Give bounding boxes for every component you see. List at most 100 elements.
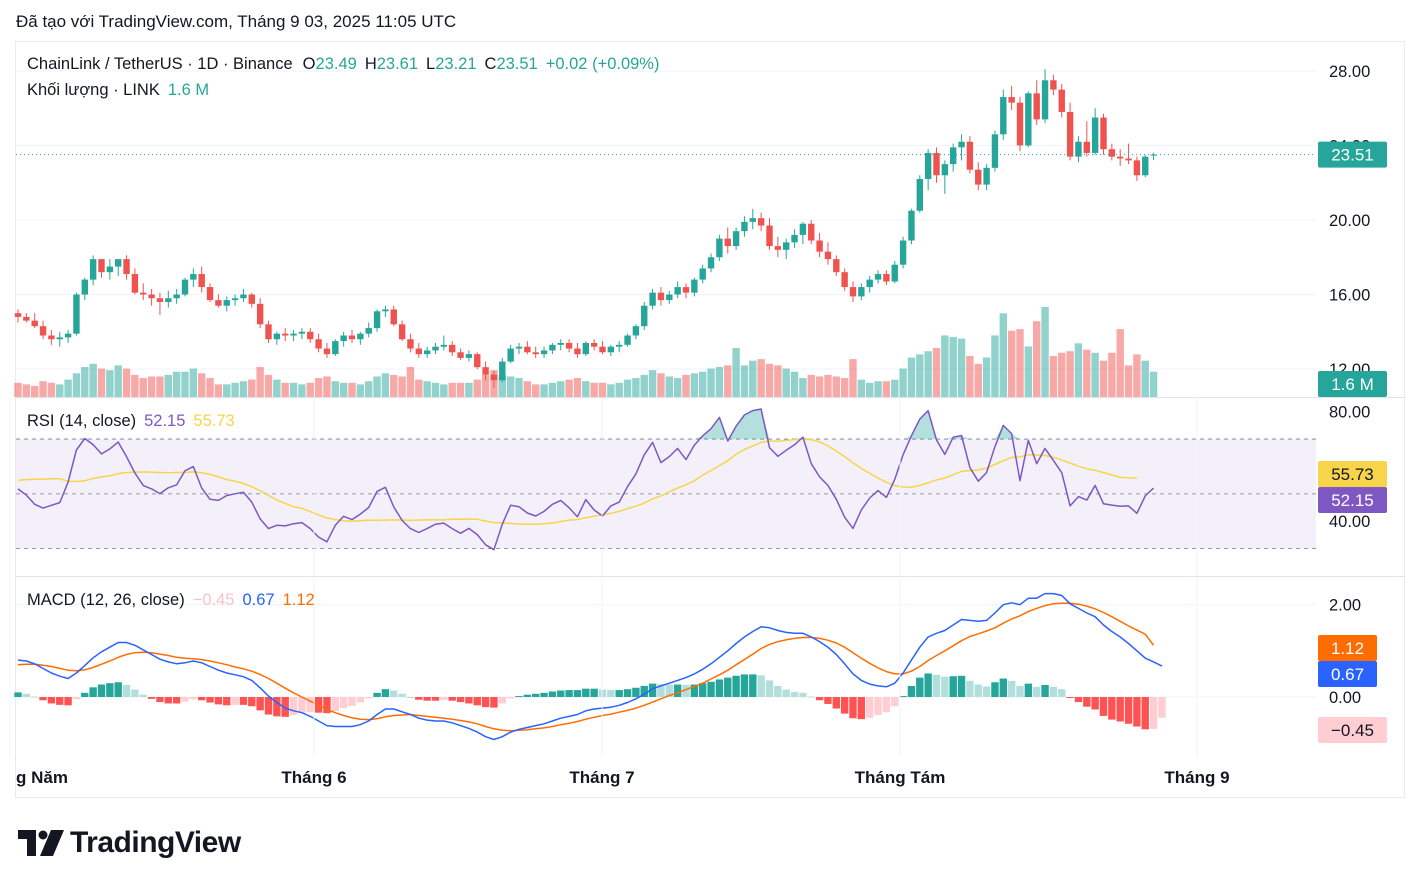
symbol-title[interactable]: ChainLink / TetherUS · 1D · Binance: [27, 55, 293, 73]
macd-badge-bg: [1318, 661, 1377, 687]
volume-bar: [1033, 321, 1041, 397]
candle-body: [240, 294, 247, 299]
candle-body: [39, 326, 47, 336]
candle-body: [816, 240, 823, 252]
volume-bar: [373, 376, 381, 397]
candle-body: [899, 240, 907, 265]
candle-body: [365, 328, 372, 334]
macd-histogram-bar: [615, 690, 623, 697]
candle-body: [841, 272, 848, 288]
macd-histogram-bar: [47, 697, 56, 704]
volume-bar: [289, 382, 298, 397]
time-axis-label: Tháng 7: [569, 768, 634, 787]
macd-histogram-bar: [122, 685, 131, 697]
candle-body: [991, 134, 999, 168]
macd-histogram-bar: [331, 697, 339, 711]
volume-bar: [440, 384, 448, 397]
macd-histogram-bar: [431, 697, 440, 701]
volume-bar: [97, 368, 106, 397]
candle-body: [808, 223, 815, 241]
macd-histogram-bar: [1024, 683, 1033, 697]
macd-histogram-bar: [682, 685, 690, 697]
volume-bar: [648, 370, 657, 397]
time-axis-label: Tháng 6: [281, 768, 346, 787]
volume-bar: [56, 384, 64, 397]
volume-bar: [314, 378, 323, 397]
candle-body: [490, 374, 498, 381]
macd-histogram-bar: [72, 697, 81, 700]
macd-histogram-bar: [665, 684, 673, 697]
macd-histogram-bar: [974, 684, 982, 697]
candle-body: [691, 279, 698, 293]
candle-body: [315, 339, 322, 349]
candle-body: [457, 352, 464, 358]
volume-bar: [991, 335, 999, 397]
volume-bar: [673, 378, 682, 397]
macd-histogram-bar: [198, 697, 206, 701]
price-axis-tick: 28.00: [1329, 63, 1370, 81]
candle-body: [741, 221, 748, 232]
volume-bar: [707, 368, 715, 397]
volume-bar: [14, 382, 22, 397]
macd-histogram-bar: [31, 696, 39, 698]
volume-bar: [415, 379, 423, 397]
candle-body: [674, 287, 681, 295]
macd-histogram-bar: [1066, 697, 1074, 698]
candle-body: [449, 344, 456, 353]
created-with-caption: Đã tạo với TradingView.com, Tháng 9 03, …: [16, 12, 457, 31]
macd-histogram-bar: [932, 674, 941, 697]
candle-body: [81, 279, 88, 295]
macd-histogram-bar: [139, 694, 147, 697]
candle-body: [265, 324, 272, 340]
volume-bar: [682, 374, 690, 397]
volume-bar: [390, 374, 398, 397]
candle-body: [323, 348, 331, 355]
candle-body: [540, 350, 548, 355]
candle-body: [908, 210, 915, 241]
candle-body: [524, 346, 531, 353]
candle-body: [106, 266, 114, 273]
macd-histogram-bar: [1049, 686, 1058, 697]
macd-histogram-bar: [765, 680, 774, 697]
candle-body: [89, 259, 97, 280]
macd-histogram-bar: [323, 697, 331, 714]
candle-body: [883, 274, 890, 282]
macd-histogram-bar: [64, 697, 72, 706]
macd-histogram-bar: [390, 690, 398, 697]
open-value: 23.49: [315, 55, 357, 73]
candle-body: [332, 341, 339, 355]
volume-bar: [632, 378, 640, 397]
volume-bar: [840, 378, 849, 397]
volume-bar: [323, 376, 331, 397]
macd-histogram-bar: [991, 682, 999, 697]
volume-bar: [699, 371, 707, 397]
candle-body: [231, 298, 239, 301]
macd-histogram-bar: [840, 697, 849, 714]
volume-bar: [448, 382, 456, 397]
tradingview-logo[interactable]: TradingView: [18, 826, 241, 860]
candle-body: [791, 234, 798, 243]
macd-histogram-bar: [1007, 680, 1016, 697]
candle-body: [398, 324, 406, 340]
volume-bar: [891, 379, 899, 397]
macd-histogram-bar: [181, 697, 189, 702]
time-axis-label: g Năm: [16, 768, 68, 787]
macd-histogram-bar: [448, 697, 456, 701]
volume-bar: [532, 384, 540, 397]
candle-body: [891, 264, 898, 282]
macd-histogram-bar: [1016, 685, 1024, 697]
candle-body: [256, 303, 264, 325]
volume-bar: [665, 376, 673, 397]
volume-bar: [273, 379, 281, 397]
rsi-label[interactable]: RSI (14, close): [27, 412, 137, 430]
macd-label[interactable]: MACD (12, 26, close): [27, 591, 185, 609]
volume-bar: [899, 368, 907, 397]
candle-body: [1125, 158, 1132, 161]
macd-histogram-bar: [456, 697, 465, 703]
macd-histogram-bar: [557, 690, 565, 697]
rsi-ma-value: 55.73: [193, 412, 235, 430]
candle-body: [774, 246, 782, 250]
volume-label[interactable]: Khối lượng · LINK: [27, 81, 160, 99]
candle-body: [190, 274, 197, 280]
